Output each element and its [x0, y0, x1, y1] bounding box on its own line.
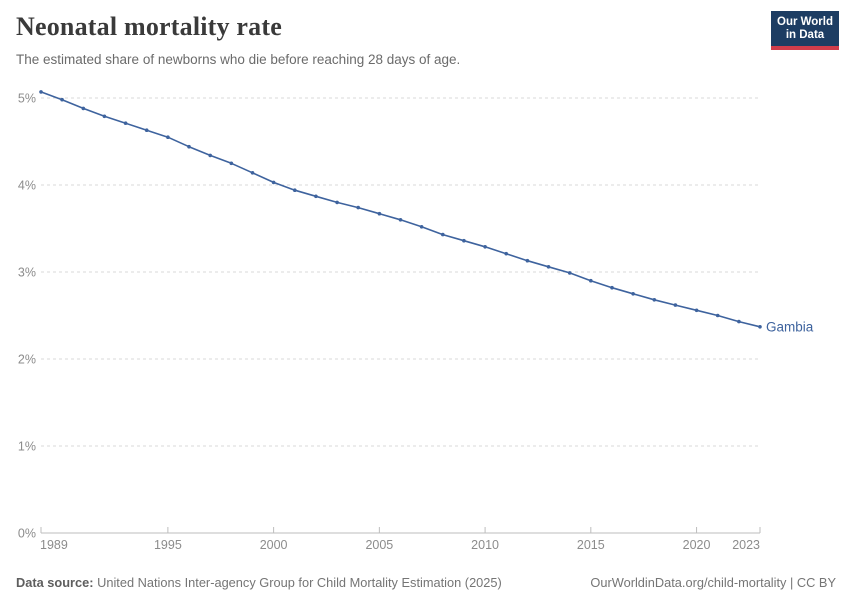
data-point[interactable] [546, 265, 551, 269]
data-point[interactable] [60, 97, 64, 102]
data-point[interactable] [39, 90, 43, 94]
chart-subtitle: The estimated share of newborns who die … [16, 52, 461, 67]
x-tick-label: 2010 [471, 538, 499, 552]
data-point[interactable] [377, 211, 382, 216]
page-title: Neonatal mortality rate [16, 12, 282, 41]
chart-footer: Data source: United Nations Inter-agency… [16, 575, 836, 590]
y-tick-label: 2% [18, 353, 36, 367]
data-point[interactable] [483, 245, 487, 249]
y-tick-label: 0% [18, 527, 36, 541]
x-tick-label: 2023 [732, 538, 760, 552]
data-line-gambia[interactable] [40, 91, 761, 328]
data-point[interactable] [229, 161, 234, 166]
owid-logo-line1: Our World [777, 16, 834, 28]
x-tick-label: 1989 [40, 538, 68, 552]
data-point[interactable] [462, 238, 466, 243]
data-point[interactable] [758, 325, 762, 329]
x-tick-label: 1995 [154, 538, 182, 552]
data-point[interactable] [652, 298, 657, 302]
data-point[interactable] [567, 271, 572, 275]
series-label-gambia[interactable]: Gambia [766, 319, 814, 334]
data-point[interactable] [81, 106, 86, 111]
data-point[interactable] [144, 128, 149, 132]
y-tick-label: 4% [18, 179, 36, 193]
data-point[interactable] [589, 278, 593, 283]
data-point[interactable] [187, 144, 191, 149]
data-point[interactable] [123, 121, 128, 125]
data-source-text: United Nations Inter-agency Group for Ch… [97, 575, 502, 590]
x-tick-label: 2005 [365, 538, 393, 552]
data-point[interactable] [504, 251, 509, 256]
x-tick-label: 2020 [683, 538, 711, 552]
data-point[interactable] [208, 153, 212, 158]
data-point[interactable] [694, 308, 699, 313]
y-tick-label: 5% [18, 92, 36, 106]
data-point[interactable] [166, 135, 170, 139]
data-point[interactable] [631, 292, 635, 296]
data-point[interactable] [250, 171, 255, 175]
data-point[interactable] [610, 285, 614, 290]
owid-logo[interactable]: Our World in Data [771, 11, 839, 50]
y-tick-label: 3% [18, 266, 36, 280]
owid-logo-line2: in Data [785, 29, 825, 41]
data-point[interactable] [314, 194, 318, 199]
data-point[interactable] [419, 225, 424, 229]
x-tick-label: 2015 [577, 538, 605, 552]
data-point[interactable] [398, 218, 403, 222]
data-point[interactable] [356, 205, 361, 210]
data-point[interactable] [271, 180, 276, 185]
attribution-link[interactable]: OurWorldinData.org/child-mortality | CC … [590, 575, 836, 590]
data-source-label: Data source: [16, 575, 94, 590]
data-point[interactable] [673, 303, 678, 307]
data-point[interactable] [715, 313, 720, 318]
data-source: Data source: United Nations Inter-agency… [16, 575, 502, 590]
data-point[interactable] [293, 188, 297, 192]
data-point[interactable] [525, 258, 530, 263]
data-point[interactable] [335, 200, 339, 205]
y-tick-label: 1% [18, 440, 36, 454]
data-point[interactable] [737, 319, 741, 324]
data-point[interactable] [102, 114, 107, 119]
x-tick-label: 2000 [260, 538, 288, 552]
data-point[interactable] [441, 232, 445, 237]
